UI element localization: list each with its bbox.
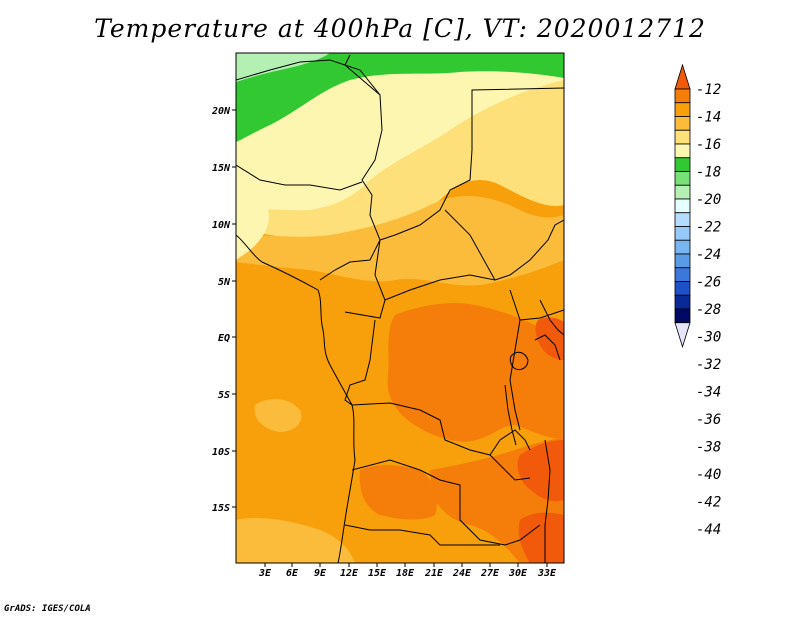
lat-label-10s: 10S	[212, 447, 230, 458]
colorbar-cell-13	[674, 267, 691, 282]
lon-label-3e: 3E	[258, 568, 272, 579]
field-green-dark	[236, 53, 564, 142]
border-north-1	[236, 59, 564, 241]
lon-label-24e: 24E	[452, 568, 472, 579]
map-title: Temperature at 400hPa [C], VT: 202001271…	[94, 14, 706, 43]
longitude-ticks	[264, 563, 548, 567]
field-red-orange-1	[517, 440, 564, 502]
map-frame	[235, 52, 565, 564]
colorbar-cell-10	[674, 226, 691, 241]
colorbar-cell-0	[674, 88, 691, 104]
colorbar-label-6: -24	[696, 247, 721, 263]
lon-label-9e: 9E	[314, 568, 327, 579]
colorbar-label-12: -36	[696, 412, 721, 428]
lake-tanganyika	[504, 384, 517, 446]
border-west-africa	[236, 164, 363, 191]
field-red-orange-2	[518, 512, 564, 563]
longitude-labels: 3E 6E 9E 12E 15E 18E 21E 24E 27E 30E 33E	[258, 568, 557, 579]
colorbar-cell-5	[674, 157, 691, 172]
latitude-ticks	[232, 109, 236, 508]
field-orange-dark-south	[359, 465, 437, 520]
lat-label-eq: EQ	[218, 333, 230, 344]
lat-label-20n: 20N	[211, 106, 231, 117]
temperature-field	[236, 53, 564, 563]
field-orange-light-south-west	[236, 518, 355, 563]
field-orange-light-band	[236, 195, 564, 286]
colorbar-label-16: -44	[696, 522, 721, 538]
colorbar-label-4: -20	[696, 192, 721, 208]
field-orange-light-patch	[254, 398, 302, 432]
colorbar-label-7: -26	[696, 275, 721, 291]
colorbar-label-14: -40	[696, 467, 721, 483]
border-namibia	[344, 524, 500, 546]
colorbar-cell-16	[674, 308, 691, 324]
lat-label-15n: 15N	[212, 163, 231, 174]
border-east-1	[519, 309, 564, 321]
coast-east	[539, 299, 564, 336]
border-east-2	[534, 334, 561, 361]
lake-victoria	[509, 351, 529, 371]
lat-label-10n: 10N	[212, 220, 231, 231]
colorbar-label-2: -16	[696, 137, 721, 153]
border-drc-south	[351, 402, 531, 481]
border-congo-3	[344, 319, 376, 406]
colorbar-label-8: -28	[696, 302, 721, 318]
lon-label-30e: 30E	[508, 568, 528, 579]
colorbar-label-11: -34	[696, 385, 721, 401]
field-pale-yellow-west-coast	[236, 180, 269, 260]
field-green-light	[236, 53, 330, 82]
border-great-lakes	[509, 289, 521, 431]
colorbar-cell-8	[674, 198, 691, 214]
border-congo-1	[319, 239, 381, 281]
colorbar-cell-3	[674, 129, 691, 145]
colorbar-label-1: -14	[696, 110, 721, 126]
border-congo-2	[344, 299, 386, 319]
colorbar: -12 -14 -16 -18 -20 -22 -24 -26 -28 -30 -32 -34 -36 -…	[674, 63, 721, 538]
colorbar-label-10: -32	[696, 357, 721, 373]
colorbar-cell-6	[674, 171, 691, 186]
colorbar-label-0: -12	[696, 82, 721, 98]
field-pale-yellow-north	[236, 53, 564, 228]
lon-label-18e: 18E	[396, 568, 415, 579]
lat-label-5s: 5S	[218, 390, 230, 401]
colorbar-cell-7	[674, 184, 691, 200]
border-angola-zambia	[351, 459, 541, 546]
border-chad-sudan	[444, 209, 564, 281]
border-car	[374, 239, 496, 301]
colorbar-cell-12	[674, 253, 691, 269]
colorbar-label-13: -38	[696, 440, 721, 456]
colorbar-label-9: -30	[696, 330, 721, 346]
border-north-2	[344, 54, 381, 96]
latitude-labels: 20N 15N 10N 5N EQ 5S 10S 15S	[211, 106, 231, 514]
colorbar-cell-14	[674, 281, 691, 296]
colorbar-label-5: -22	[696, 220, 721, 236]
colorbar-arrow-bottom	[674, 322, 691, 349]
lon-label-6e: 6E	[286, 568, 299, 579]
lon-label-12e: 12E	[340, 568, 359, 579]
colorbar-cell-11	[674, 239, 691, 255]
grads-credit: GrADS: IGES/COLA	[4, 604, 91, 614]
lat-label-15s: 15S	[212, 503, 230, 514]
lat-label-5n: 5N	[218, 277, 231, 288]
colorbar-label-15: -42	[696, 495, 721, 511]
colorbar-cell-1	[674, 102, 691, 117]
colorbar-cell-9	[674, 212, 691, 227]
colorbar-cell-2	[674, 116, 691, 131]
colorbar-label-3: -18	[696, 165, 721, 181]
border-mozambique	[544, 439, 551, 563]
colorbar-cell-15	[674, 294, 691, 310]
colorbar-cell-4	[674, 143, 691, 159]
border-south-east	[489, 429, 531, 456]
country-borders	[236, 54, 564, 563]
field-orange-dark-central	[387, 303, 564, 442]
lon-label-21e: 21E	[424, 568, 444, 579]
lon-label-15e: 15E	[368, 568, 387, 579]
coastline-west	[236, 234, 356, 563]
lon-label-33e: 33E	[537, 568, 557, 579]
lon-label-27e: 27E	[480, 568, 500, 579]
colorbar-arrow-top	[674, 63, 691, 90]
